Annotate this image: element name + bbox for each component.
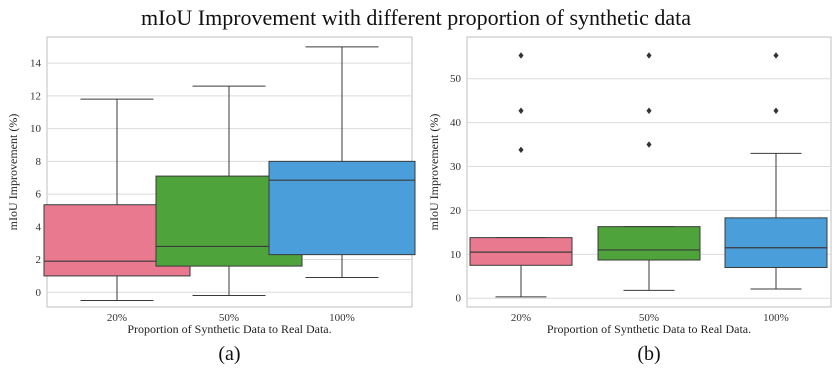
panel-b-y-ticks: 0 10 20 30 40 50 bbox=[450, 73, 462, 305]
box-iqr bbox=[724, 217, 828, 268]
y-tick-label: 0 bbox=[36, 287, 42, 299]
y-tick-label: 8 bbox=[36, 156, 42, 168]
panel-b-xlabel: Proportion of Synthetic Data to Real Dat… bbox=[547, 322, 751, 336]
panel-a-boxes bbox=[43, 46, 416, 301]
box-20% bbox=[469, 52, 573, 298]
x-tick-label: 50% bbox=[219, 312, 239, 324]
x-tick-label: 100% bbox=[763, 312, 789, 324]
outlier-point bbox=[646, 141, 652, 148]
box-iqr bbox=[469, 237, 573, 266]
panel-a-x-ticks: 20% 50% 100% bbox=[107, 312, 355, 324]
figure-title: mIoU Improvement with different proporti… bbox=[141, 5, 691, 30]
y-tick-label: 40 bbox=[450, 117, 462, 129]
outlier-point bbox=[646, 52, 652, 59]
outlier-point bbox=[518, 107, 524, 114]
y-tick-label: 10 bbox=[30, 123, 42, 135]
y-tick-label: 4 bbox=[36, 221, 42, 233]
x-tick-label: 50% bbox=[639, 312, 659, 324]
y-tick-label: 2 bbox=[36, 254, 42, 266]
x-tick-label: 20% bbox=[511, 312, 531, 324]
panel-b-grid bbox=[467, 78, 831, 299]
panel-b: 0 10 20 30 40 50 20% 50% 100% Proportion of Syn… bbox=[427, 36, 832, 365]
panel-a-label: (a) bbox=[218, 343, 240, 364]
outlier-point bbox=[773, 52, 779, 59]
box-100% bbox=[268, 46, 416, 279]
outlier-point bbox=[646, 107, 652, 114]
box-50% bbox=[597, 52, 701, 291]
y-tick-label: 20 bbox=[450, 205, 462, 217]
y-tick-label: 0 bbox=[456, 293, 462, 305]
x-tick-label: 100% bbox=[329, 312, 355, 324]
y-tick-label: 10 bbox=[450, 249, 462, 261]
panel-b-boxes bbox=[469, 52, 828, 298]
panel-a-y-ticks: 0 2 4 6 8 10 12 14 bbox=[30, 58, 42, 299]
panel-a-xlabel: Proportion of Synthetic Data to Real Dat… bbox=[127, 322, 331, 336]
outlier-point bbox=[518, 146, 524, 154]
box-iqr bbox=[597, 226, 701, 261]
panel-b-x-ticks: 20% 50% 100% bbox=[511, 312, 789, 324]
box-100% bbox=[724, 52, 828, 290]
box-iqr bbox=[268, 160, 416, 256]
y-tick-label: 12 bbox=[30, 90, 41, 102]
y-tick-label: 14 bbox=[30, 58, 42, 70]
y-tick-label: 30 bbox=[450, 161, 462, 173]
y-tick-label: 50 bbox=[450, 73, 462, 85]
panel-b-label: (b) bbox=[637, 343, 660, 364]
outlier-point bbox=[773, 107, 779, 114]
x-tick-label: 20% bbox=[107, 312, 127, 324]
panel-a: 0 2 4 6 8 10 12 14 20% 50% 100% Proportion of Syn… bbox=[6, 36, 416, 365]
panel-a-ylabel: mIoU Improvement (%) bbox=[6, 114, 20, 231]
outlier-point bbox=[518, 52, 524, 59]
panel-b-ylabel: mIoU Improvement (%) bbox=[427, 114, 441, 231]
y-tick-label: 6 bbox=[36, 189, 42, 201]
